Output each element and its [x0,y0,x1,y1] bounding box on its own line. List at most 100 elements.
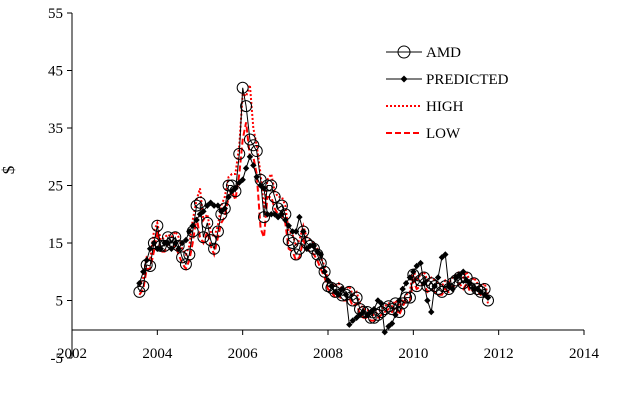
amd-point [247,139,260,152]
amd-point [226,179,238,192]
predicted-point [349,317,356,324]
amd-point [482,294,494,307]
legend-item-low: LOW [386,126,461,142]
predicted-point [264,211,271,218]
amd-point [190,199,203,212]
predicted-point [200,208,207,215]
x-tick-label: 2004 [142,346,173,362]
amd-point [400,291,413,304]
predicted-point [428,308,435,316]
amd-point [183,248,196,261]
amd-point [261,179,274,192]
amd-point [307,242,320,255]
amd-point [250,145,263,157]
legend-marker [400,75,408,83]
legend-label: AMD [426,45,461,61]
amd-point [350,291,363,304]
amd-point [137,280,150,293]
axes [71,13,584,358]
predicted-point [182,236,190,244]
amd-point [389,297,402,310]
amd-point [382,300,395,313]
amd-point [314,257,327,270]
amd-point [357,306,370,318]
x-tick-label: 2014 [569,346,600,362]
predicted-point [399,285,406,293]
amd-point [403,291,416,304]
amd-point [471,283,484,295]
amd-point [435,285,448,298]
amd-point [233,147,246,160]
predicted-point [442,251,449,258]
amd-point [474,285,487,298]
legend-label: PREDICTED [426,72,509,88]
amd-point [197,231,210,244]
amd-point [318,265,331,278]
predicted-point [161,239,168,247]
predicted-point [146,245,154,252]
amd-point [194,196,206,209]
amd-point [378,303,391,316]
legend-item-amd: AMD [386,45,461,61]
predicted-point [193,216,200,224]
y-tick-label: 15 [48,236,63,252]
amd-point [186,225,199,238]
series-amd [133,81,494,324]
series-line-low [138,122,489,322]
predicted-point [239,176,246,183]
predicted-point [285,222,292,229]
predicted-point [424,297,431,304]
predicted-point [157,245,164,252]
amd-point [386,303,398,316]
y-tick-label: 25 [48,179,63,195]
amd-point [478,283,491,295]
legend-label: HIGH [426,99,464,115]
x-tick-label: 2010 [398,346,428,362]
predicted-point [143,257,150,264]
amd-point [325,281,338,294]
predicted-point [250,162,257,169]
amd-point [336,289,349,302]
amd-point [265,179,278,192]
series-high [138,84,489,316]
y-tick-label: -5 [51,351,64,367]
x-tick-label: 2006 [228,346,259,362]
predicted-point [289,228,296,235]
series-predicted [136,153,492,336]
amd-point [162,231,174,244]
amd-point [215,208,228,221]
amd-point [290,248,302,261]
amd-point [304,239,317,252]
y-axis-title: $ [0,166,18,175]
legend-item-predicted: PREDICTED [386,72,509,88]
amd-point [354,303,366,316]
amd-point [460,271,473,284]
amd-point [467,277,480,290]
legend-label: LOW [426,126,461,142]
x-tick-label: 2008 [313,346,343,362]
predicted-point [253,173,260,181]
predicted-point [402,280,410,287]
amd-point [176,251,189,264]
amd-point [240,100,253,113]
amd-point [208,242,221,255]
y-tick-label: 35 [48,121,63,137]
series-low [138,122,489,322]
y-tick-label: 55 [48,6,63,22]
predicted-point [271,211,278,218]
predicted-point [196,211,204,218]
amd-point [201,216,214,229]
amd-point [368,311,381,324]
amd-point [243,133,256,146]
predicted-point [417,259,424,267]
legend-item-high: HIGH [386,99,464,115]
amd-point [172,239,185,252]
predicted-point [260,185,268,192]
amd-point [346,294,359,307]
y-tick-label: 5 [56,294,64,310]
amd-point [279,208,292,221]
legend-marker [397,45,411,59]
amd-point [211,225,224,238]
y-tick-label: 45 [48,64,63,80]
